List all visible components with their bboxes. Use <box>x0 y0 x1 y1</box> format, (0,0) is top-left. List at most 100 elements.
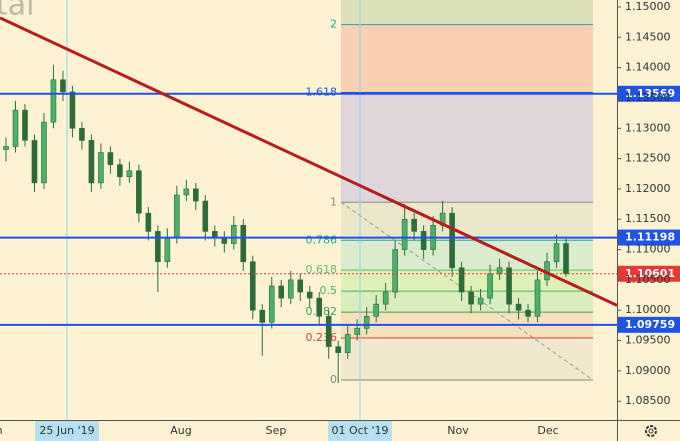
candle-body <box>268 285 275 323</box>
candle-body <box>325 315 332 347</box>
level-label: 1.11198 <box>625 231 675 244</box>
candle-body <box>174 194 180 238</box>
last-price-label: 1.10601 <box>625 267 675 280</box>
fib-label: 0.236 <box>306 331 338 344</box>
level-label: 1.09759 <box>625 318 675 331</box>
settings-icon-core <box>648 428 654 434</box>
candle-body <box>117 164 123 178</box>
fib-band <box>341 92 593 203</box>
candle-body <box>382 291 389 305</box>
level-tag <box>618 316 680 333</box>
candle-body <box>420 231 427 250</box>
trendline <box>0 16 617 307</box>
candle-body <box>477 297 484 305</box>
last-price-tag <box>618 265 680 282</box>
y-tick-label: 1.14000 <box>625 61 671 74</box>
x-tick-label: 01 Oct '19 <box>331 424 388 437</box>
y-tick-label: 1.09000 <box>625 364 671 377</box>
candle-body <box>88 140 95 184</box>
x-label-highlight <box>328 421 392 441</box>
candle-body <box>316 297 323 317</box>
candle-body <box>363 315 370 329</box>
candle-body <box>41 121 47 184</box>
candle-body <box>306 291 313 299</box>
fib-band <box>341 24 593 93</box>
candle-body <box>335 346 342 353</box>
y-tick-label: 1.11500 <box>625 212 671 225</box>
candle-body <box>98 152 104 184</box>
candle-body <box>202 200 209 232</box>
candle-body <box>22 109 28 141</box>
candle-body <box>344 334 351 353</box>
x-tick-label: Dec <box>537 424 558 437</box>
fib-label: 0.786 <box>306 233 338 246</box>
candle-body <box>534 279 541 317</box>
level-label: 1.13569 <box>625 87 675 100</box>
candle-body <box>136 170 142 214</box>
settings-icon <box>645 425 657 437</box>
candle-body <box>230 225 237 244</box>
candle-body <box>411 218 417 232</box>
fib-label: 0.618 <box>306 263 338 276</box>
candle-body <box>155 231 161 263</box>
candle-body <box>563 243 569 275</box>
candle-body <box>69 91 76 129</box>
fib-band <box>341 291 593 313</box>
candle-body <box>487 273 493 299</box>
candle-body <box>31 140 38 184</box>
fib-label: 1 <box>330 195 337 208</box>
y-tick-label: 1.10500 <box>625 273 671 286</box>
y-tick-label: 1.14500 <box>625 30 671 43</box>
fib-band <box>341 270 593 292</box>
fib-band <box>341 240 593 271</box>
candle-body <box>515 303 522 311</box>
candle-body <box>193 188 199 202</box>
candle-body <box>249 261 256 311</box>
x-tick-label: Aug <box>170 424 191 437</box>
candle-body <box>449 212 455 269</box>
candle-body <box>126 170 133 178</box>
candle-body <box>506 267 512 305</box>
fib-trend <box>340 201 594 381</box>
x-tick-label: 25 Jun '19 <box>39 424 94 437</box>
candle-body <box>259 309 266 323</box>
fib-label: 2 <box>330 18 337 31</box>
fib-label: 0 <box>330 373 337 386</box>
candle-body <box>12 109 19 147</box>
y-tick-label: 1.10000 <box>625 303 671 316</box>
candle-body <box>354 328 360 335</box>
fib-label: 1.618 <box>306 85 338 98</box>
y-tick-label: 1.09500 <box>625 334 671 347</box>
fib-band <box>341 338 593 380</box>
candle-body <box>297 279 304 293</box>
y-tick-label: 1.12000 <box>625 182 671 195</box>
fib-band <box>341 0 593 25</box>
candle-body <box>212 231 218 238</box>
y-tick-label: 1.15000 <box>625 0 671 13</box>
candle-body <box>183 188 190 196</box>
y-tick-label: 1.13000 <box>625 121 671 134</box>
candle-body <box>468 291 474 305</box>
candle-body <box>164 237 171 263</box>
candle-body <box>60 79 66 93</box>
y-tick-label: 1.12500 <box>625 152 671 165</box>
candle-body <box>240 225 247 263</box>
candle-body <box>107 152 114 165</box>
candle-body <box>553 243 560 263</box>
candle-body <box>278 285 285 299</box>
x-tick-label: Jun <box>0 424 3 437</box>
x-tick-label: Nov <box>447 424 469 437</box>
candle-body <box>145 212 152 232</box>
y-tick-label: 1.08500 <box>625 394 671 407</box>
candle-body <box>392 249 398 293</box>
y-tick-label: 1.13500 <box>625 91 671 104</box>
candle-body <box>79 127 85 141</box>
watermark: tal <box>0 0 34 23</box>
candle-body <box>458 267 465 293</box>
candle-body <box>287 279 294 299</box>
candle-body <box>3 146 9 150</box>
candle-body <box>373 303 379 317</box>
x-label-highlight <box>35 421 99 441</box>
candle-body <box>401 218 408 250</box>
